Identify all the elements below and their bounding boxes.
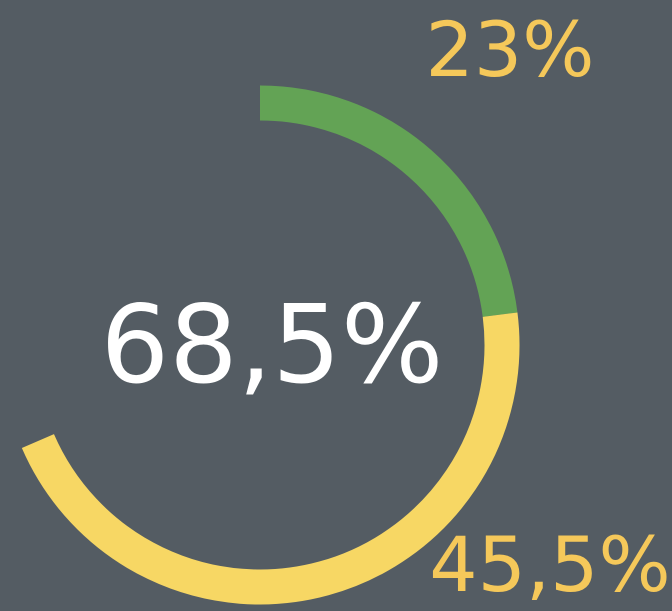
value-label: 23%: [426, 5, 595, 94]
center-label: 68,5%: [100, 283, 443, 408]
donut-segment: [21, 312, 520, 605]
donut-segment: [259, 85, 518, 317]
value-label: 45,5%: [429, 520, 670, 609]
